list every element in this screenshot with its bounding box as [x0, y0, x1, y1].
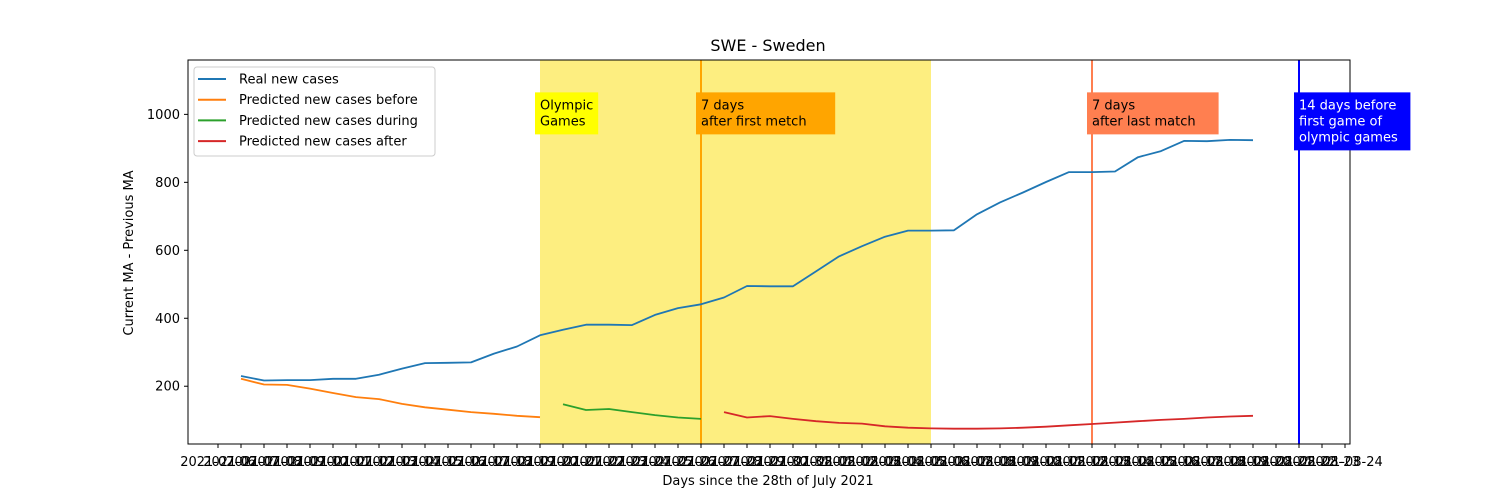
x-tick-label: 2021-08-16	[1123, 455, 1199, 470]
x-tick-label: 2021-07-14	[364, 455, 440, 470]
x-tick-label: 2021-08-10	[985, 455, 1061, 470]
series-line-1	[240, 138, 1254, 382]
x-tick-label: 2021-08-07	[916, 455, 992, 470]
y-tick-label: 1000	[147, 108, 180, 123]
x-tick-label: 2021-07-15	[387, 455, 463, 470]
x-tick-label: 2021-08-21	[1238, 455, 1314, 470]
x-tick-label: 2021-08-09	[962, 455, 1038, 470]
x-tick-label: 2021-07-29	[709, 455, 785, 470]
annotation-text: Olympic	[540, 98, 593, 113]
x-tick-label: 2021-08-15	[1100, 455, 1176, 470]
plot-area: 20040060080010002021-07-062021-07-072021…	[147, 59, 1411, 470]
x-tick-label: 2021-07-22	[548, 455, 624, 470]
x-tick-label: 2021-08-05	[870, 455, 946, 470]
x-tick-label: 2021-08-12	[1031, 455, 1107, 470]
y-tick-label: 400	[155, 312, 180, 327]
annotation-box	[535, 92, 599, 135]
x-tick-label: 2021-07-31	[755, 455, 831, 470]
x-tick-label: 2021-07-26	[640, 455, 716, 470]
annotation-text: 7 days	[1092, 98, 1135, 113]
x-tick-label: 2021-07-12	[318, 455, 394, 470]
x-tick-label: 2021-08-02	[801, 455, 877, 470]
x-tick-label: 2021-07-24	[594, 455, 670, 470]
x-tick-label: 2021-08-03	[824, 455, 900, 470]
annotation-box	[1087, 92, 1219, 135]
x-tick-label: 2021-07-06	[180, 455, 256, 470]
x-tick-label: 2021-07-30	[732, 455, 808, 470]
x-tick-label: 2021-07-11	[295, 455, 371, 470]
y-axis-title: Current MA - Previous MA	[122, 170, 137, 335]
x-tick-label: 2021-08-24	[1307, 455, 1383, 470]
x-tick-label: 2021-08-18	[1169, 455, 1245, 470]
x-tick-label: 2021-08-23	[1284, 455, 1360, 470]
x-tick-label: 2021-07-13	[341, 455, 417, 470]
x-tick-label: 2021-07-20	[502, 455, 578, 470]
x-axis-title: Days since the 28th of July 2021	[662, 474, 873, 489]
x-tick-label: 2021-07-19	[479, 455, 555, 470]
legend: Real new cases Predicted new cases before…	[193, 66, 436, 157]
x-tick-label: 2021-08-17	[1146, 455, 1222, 470]
y-tick-label: 600	[155, 244, 180, 259]
series-line-2	[240, 377, 541, 419]
legend-label: Predicted new cases before	[239, 93, 418, 108]
x-tick-label: 2021-08-19	[1192, 455, 1268, 470]
x-tick-label: 2021-07-27	[663, 455, 739, 470]
legend-label: Predicted new cases after	[239, 135, 407, 150]
x-tick-label: 2021-08-08	[939, 455, 1015, 470]
x-tick-label: 2021-08-20	[1215, 455, 1291, 470]
annotation-text: after last match	[1092, 114, 1196, 129]
x-tick-label: 2021-07-17	[433, 455, 509, 470]
axes-frame	[187, 59, 1351, 445]
x-tick-label: 2021-08-14	[1077, 455, 1153, 470]
x-tick-label: 2021-07-23	[571, 455, 647, 470]
x-tick-label: 2021-07-28	[686, 455, 762, 470]
annotation-box	[696, 92, 836, 135]
x-tick-label: 2021-07-18	[456, 455, 532, 470]
x-tick-label: 2021-07-21	[525, 455, 601, 470]
legend-label: Real new cases	[239, 73, 339, 88]
annotation-text: 7 days	[701, 98, 744, 113]
series-line-3	[562, 403, 702, 420]
annotation-text: 14 days before	[1299, 98, 1396, 113]
x-tick-label: 2021-08-11	[1008, 455, 1084, 470]
annotation-text: first game of	[1299, 114, 1383, 129]
x-tick-label: 2021-07-25	[617, 455, 693, 470]
x-tick-label: 2021-07-10	[272, 455, 348, 470]
chart-title: SWE - Sweden	[710, 36, 825, 55]
x-tick-label: 2021-08-06	[893, 455, 969, 470]
x-tick-label: 2021-07-16	[410, 455, 486, 470]
x-tick-label: 2021-07-09	[249, 455, 325, 470]
annotation-text: Games	[540, 114, 586, 129]
y-tick-label: 800	[155, 176, 180, 191]
annotation-text: olympic games	[1299, 130, 1398, 145]
x-tick-label: 2021-07-08	[226, 455, 302, 470]
x-tick-label: 2021-07-07	[203, 455, 279, 470]
x-tick-label: 2021-08-22	[1261, 455, 1337, 470]
legend-box	[193, 66, 436, 157]
x-tick-label: 2021-08-01	[778, 455, 854, 470]
annotation-text: after first metch	[701, 114, 807, 129]
annotation-box	[1294, 92, 1411, 151]
series-line-4	[723, 411, 1254, 430]
x-tick-label: 2021-08-13	[1054, 455, 1130, 470]
legend-label: Predicted new cases during	[239, 114, 418, 129]
x-tick-label: 2021-08-04	[847, 455, 923, 470]
y-tick-label: 200	[155, 380, 180, 395]
